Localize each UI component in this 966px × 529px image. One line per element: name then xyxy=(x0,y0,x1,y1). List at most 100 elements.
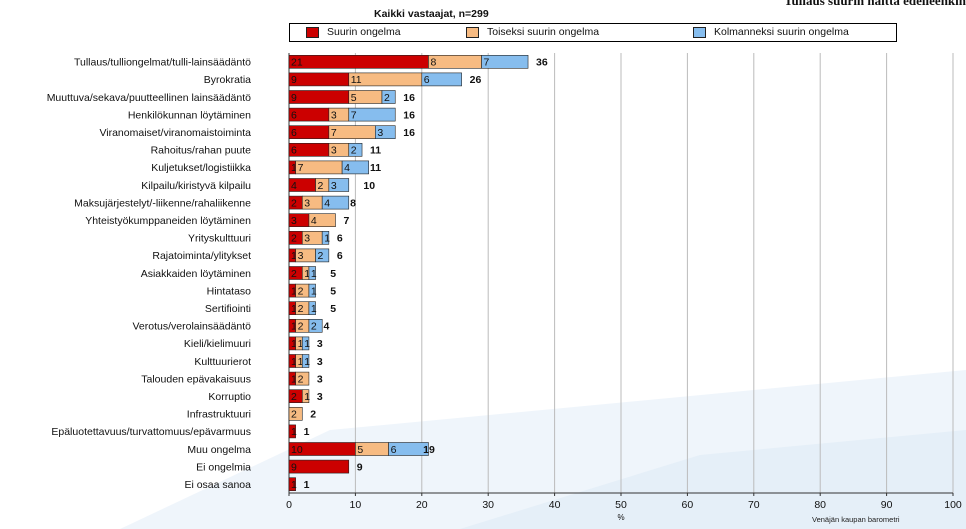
segment-value-label: 2 xyxy=(318,180,324,192)
total-value-label: 2 xyxy=(310,409,316,421)
bar-segment xyxy=(301,354,310,368)
category-label: Ei ongelmia xyxy=(196,461,251,473)
segment-value-label: 3 xyxy=(331,145,337,157)
category-label: Rajatoiminta/ylitykset xyxy=(152,250,251,262)
total-value-label: 11 xyxy=(370,145,381,157)
segment-value-label: 8 xyxy=(430,57,436,69)
segment-value-label: 3 xyxy=(331,180,337,192)
segment-value-label: 3 xyxy=(291,215,297,227)
segment-value-label: 9 xyxy=(291,92,297,104)
x-tick-label: 50 xyxy=(615,499,627,511)
segment-value-label: 4 xyxy=(324,197,330,209)
segment-value-label: 1 xyxy=(324,233,330,245)
x-tick-label: 90 xyxy=(881,499,893,511)
segment-value-label: 4 xyxy=(291,180,297,192)
bar-segment xyxy=(295,371,310,386)
category-label: Asiakkaiden löytäminen xyxy=(141,268,251,280)
bar-segment xyxy=(288,90,350,104)
x-tick-label: 0 xyxy=(286,499,292,511)
chart-title: Tullaus suurin haitta edelleenkin xyxy=(784,0,966,8)
segment-value-label: 2 xyxy=(298,321,304,333)
category-label: Henkilökunnan löytäminen xyxy=(128,109,251,121)
bar-segment xyxy=(301,389,310,404)
segment-value-label: 6 xyxy=(291,145,297,157)
segment-value-label: 1 xyxy=(291,338,297,350)
legend-swatch xyxy=(306,27,319,38)
total-value-label: 1 xyxy=(304,479,310,491)
total-value-label: 9 xyxy=(357,461,363,473)
category-label: Tullaus/tulliongelmat/tulli-lainsäädäntö xyxy=(74,57,251,69)
segment-value-label: 1 xyxy=(304,338,310,350)
segment-value-label: 2 xyxy=(291,409,297,421)
segment-value-label: 1 xyxy=(291,356,297,368)
category-label: Hintataso xyxy=(207,285,252,297)
legend-swatch xyxy=(693,27,706,38)
bar-segment xyxy=(348,107,396,122)
total-value-label: 8 xyxy=(350,197,356,209)
category-label: Kulttuurierot xyxy=(194,356,251,368)
segment-value-label: 3 xyxy=(331,109,337,121)
bar-segment xyxy=(308,213,336,227)
segment-value-label: 3 xyxy=(304,233,310,245)
segment-value-label: 6 xyxy=(391,444,397,456)
bar-segment xyxy=(308,301,316,316)
category-label: Verotus/verolainsäädäntö xyxy=(133,321,252,333)
bar-segment xyxy=(301,336,310,351)
total-value-label: 4 xyxy=(324,321,330,333)
x-tick-label: 20 xyxy=(416,499,428,511)
segment-value-label: 2 xyxy=(311,321,317,333)
category-label: Muuttuva/sekava/puutteellinen lainsäädän… xyxy=(47,92,251,104)
segment-value-label: 2 xyxy=(291,268,297,280)
bar-segment xyxy=(321,231,330,245)
category-label: Muu ongelma xyxy=(187,444,251,456)
segment-value-label: 7 xyxy=(484,57,490,69)
category-label: Yrityskulttuuri xyxy=(188,233,251,245)
source-footnote: Venäjän kaupan barometri xyxy=(812,515,900,524)
total-value-label: 10 xyxy=(363,180,375,192)
total-value-label: 16 xyxy=(403,109,415,121)
segment-value-label: 3 xyxy=(377,127,383,139)
x-tick-label: 40 xyxy=(549,499,561,511)
bar-segment xyxy=(288,406,303,421)
total-value-label: 11 xyxy=(370,162,381,174)
total-value-label: 7 xyxy=(343,215,349,227)
bar-segment xyxy=(308,318,323,333)
x-axis-label: % xyxy=(617,513,624,522)
legend: Suurin ongelma Toiseksi suurin ongelma K… xyxy=(289,23,897,42)
segment-value-label: 10 xyxy=(291,444,303,456)
segment-value-label: 1 xyxy=(311,285,317,297)
segment-value-label: 7 xyxy=(331,127,337,139)
bar-segment xyxy=(481,54,529,69)
category-label: Byrokratia xyxy=(204,74,251,86)
category-label: Infrastruktuuri xyxy=(187,409,251,421)
segment-value-label: 1 xyxy=(304,268,310,280)
segment-value-label: 4 xyxy=(344,162,350,174)
bar-segment xyxy=(288,424,296,439)
category-label: Ei osaa sanoa xyxy=(184,479,251,491)
category-label: Yhteistyökumppaneiden löytäminen xyxy=(85,215,251,227)
segment-value-label: 2 xyxy=(291,233,297,245)
bar-segment xyxy=(388,442,429,456)
segment-value-label: 1 xyxy=(291,373,297,385)
segment-value-label: 6 xyxy=(291,127,297,139)
bar-segment xyxy=(315,248,330,263)
segment-value-label: 2 xyxy=(298,373,304,385)
segment-value-label: 6 xyxy=(291,109,297,121)
category-label: Talouden epävakaisuus xyxy=(141,373,251,385)
segment-value-label: 1 xyxy=(291,303,297,315)
x-tick-label: 100 xyxy=(944,499,962,511)
chart-subtitle: Kaikki vastaajat, n=299 xyxy=(374,8,489,20)
legend-label: Suurin ongelma xyxy=(327,26,401,38)
bar-segment xyxy=(375,125,396,139)
segment-value-label: 1 xyxy=(298,356,304,368)
segment-value-label: 9 xyxy=(291,461,297,473)
segment-value-label: 3 xyxy=(298,250,304,262)
segment-value-label: 5 xyxy=(357,444,363,456)
x-tick-label: 70 xyxy=(748,499,760,511)
total-value-label: 3 xyxy=(317,373,323,385)
segment-value-label: 5 xyxy=(351,92,357,104)
x-tick-label: 30 xyxy=(482,499,494,511)
segment-value-label: 4 xyxy=(311,215,317,227)
total-value-label: 5 xyxy=(330,268,336,280)
category-label: Sertifiointi xyxy=(205,303,251,315)
